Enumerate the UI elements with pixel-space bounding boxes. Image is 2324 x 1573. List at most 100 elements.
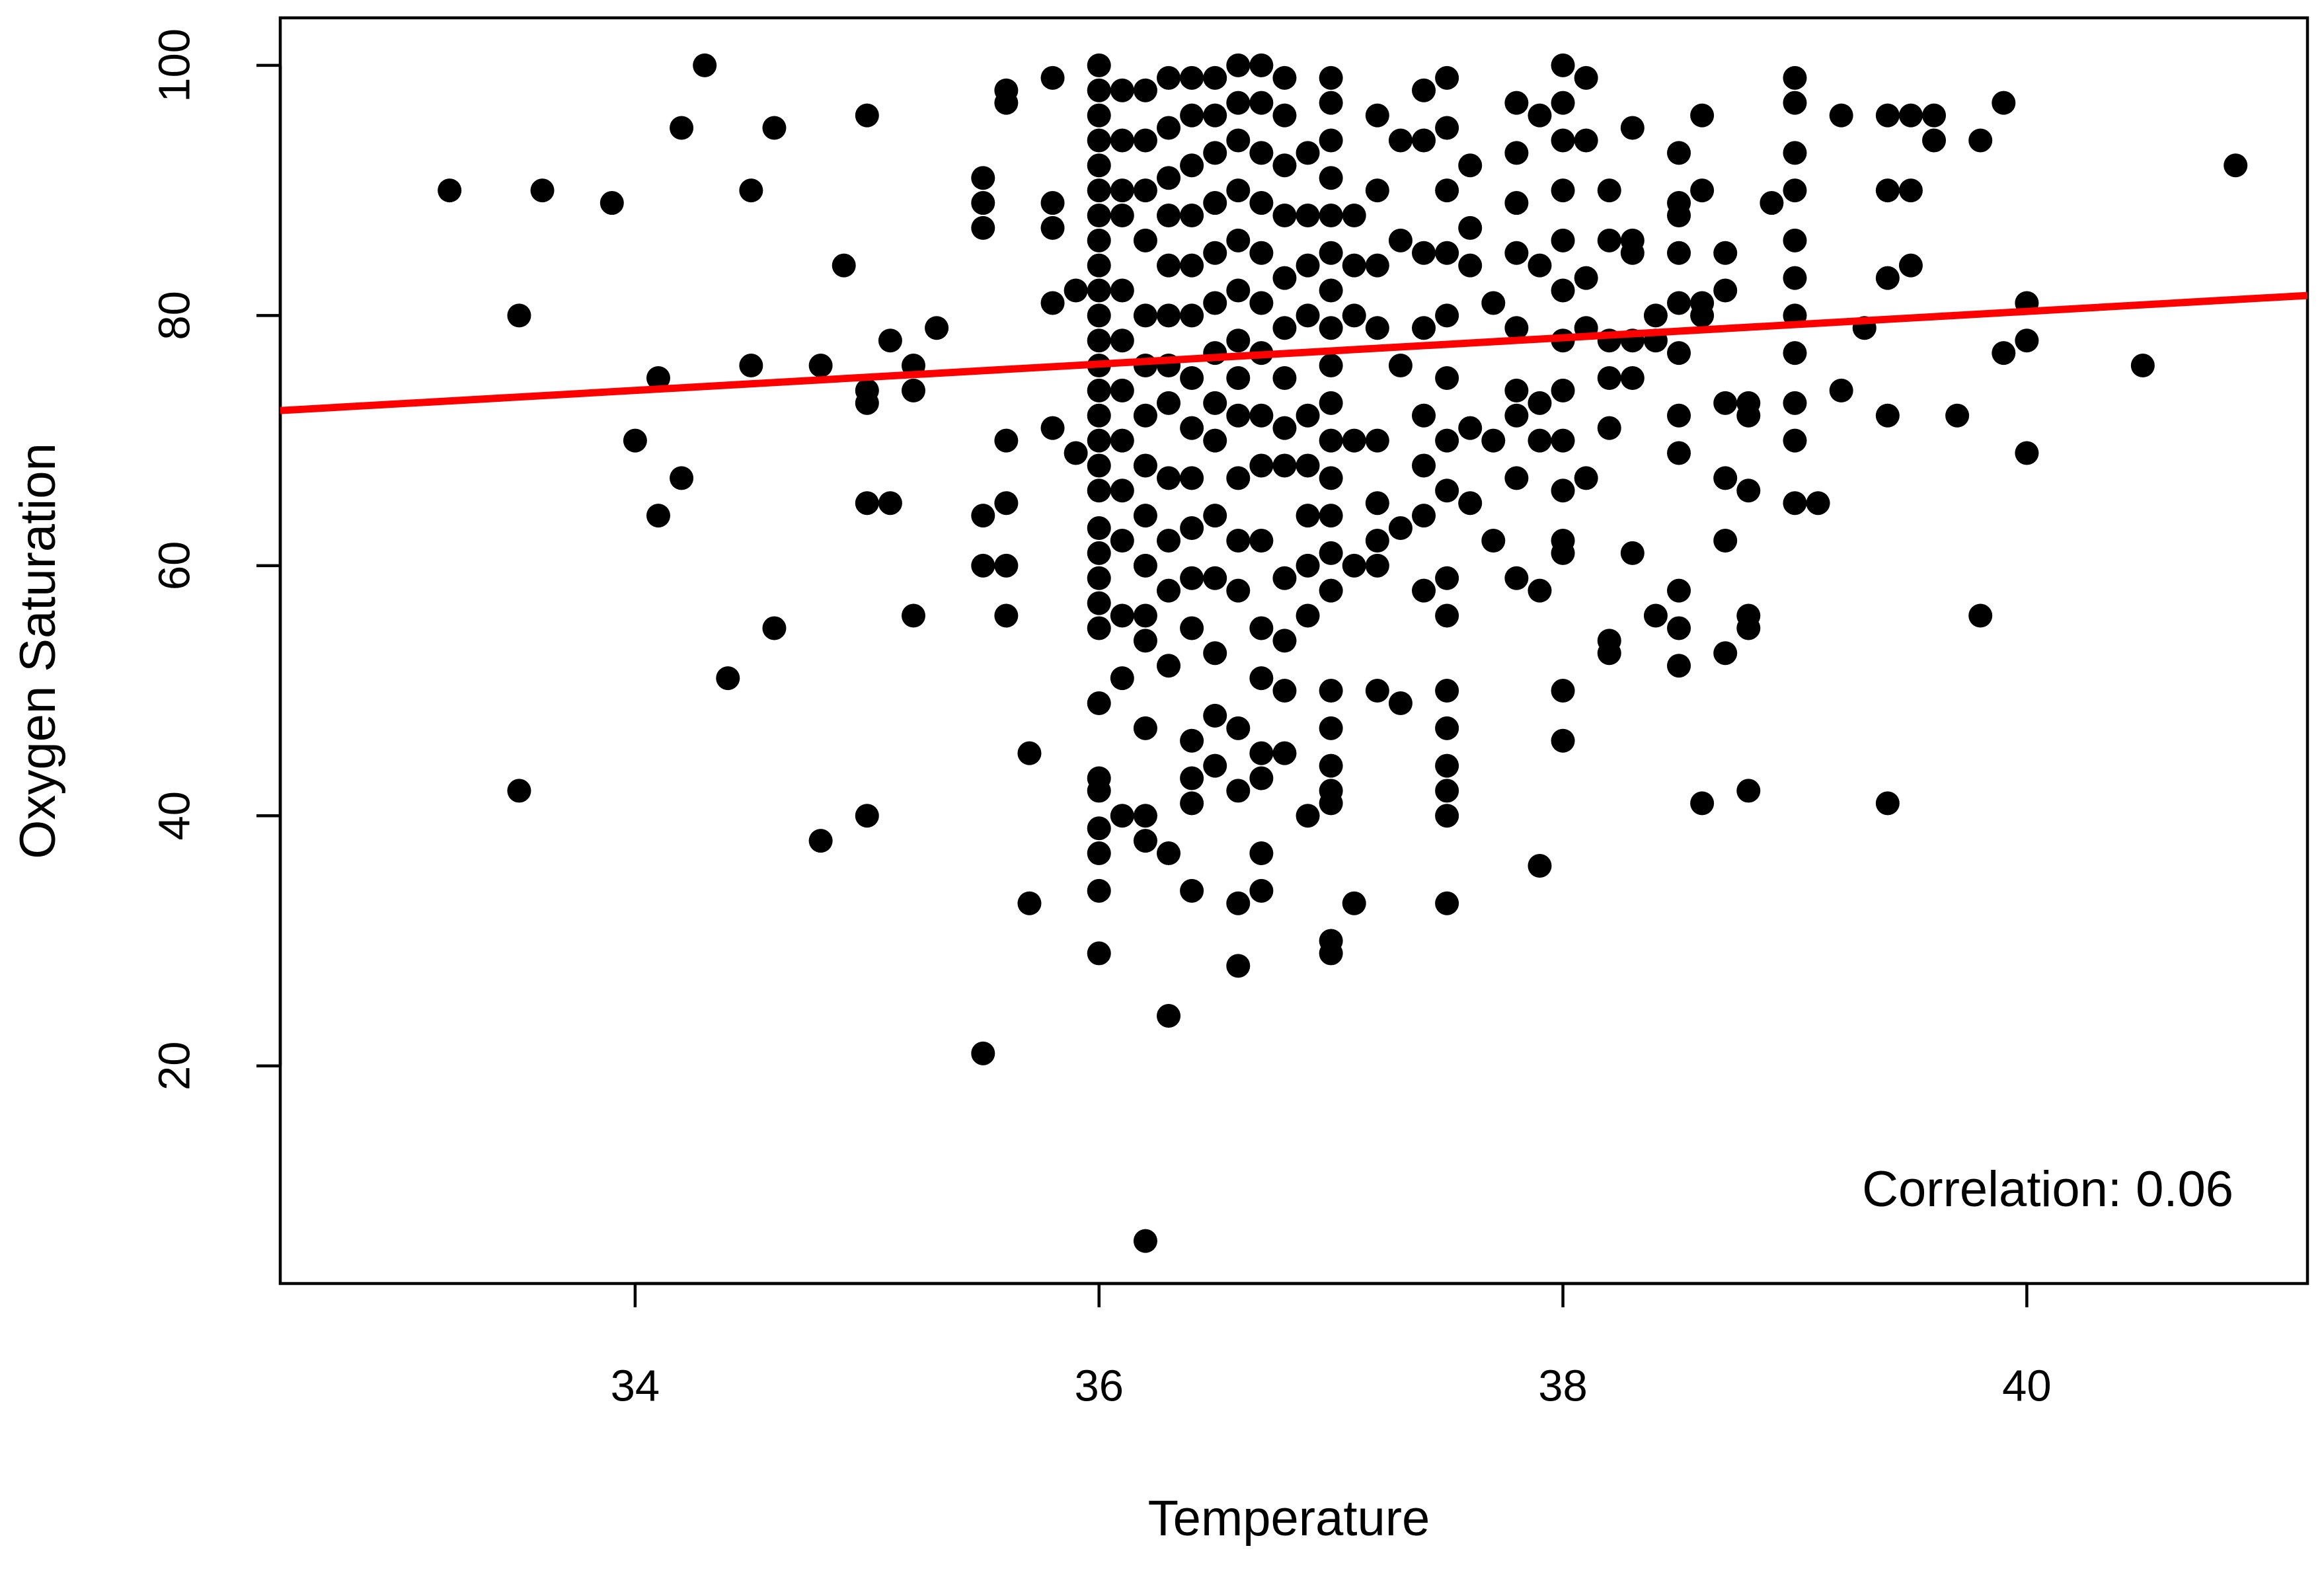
point <box>1481 428 1506 453</box>
point <box>1528 853 1552 878</box>
point <box>1087 591 1111 615</box>
plot-frame <box>278 16 2309 1285</box>
point <box>1504 91 1529 115</box>
point <box>1249 241 1274 265</box>
point <box>1551 541 1575 565</box>
point <box>1180 728 1204 753</box>
point <box>1667 341 1691 365</box>
point <box>1180 616 1204 640</box>
point <box>1551 128 1575 153</box>
point <box>1806 491 1830 516</box>
point <box>1087 878 1111 903</box>
point <box>1319 791 1343 816</box>
point <box>994 91 1019 115</box>
point <box>762 116 787 140</box>
point <box>1458 416 1483 440</box>
point <box>1180 416 1204 440</box>
point <box>1180 65 1204 90</box>
point <box>1249 766 1274 790</box>
point <box>1597 365 1621 390</box>
point <box>1551 228 1575 252</box>
point <box>1180 303 1204 328</box>
point <box>1968 128 1993 153</box>
point <box>1087 228 1111 252</box>
point <box>971 191 995 215</box>
point <box>507 779 531 803</box>
point <box>1087 328 1111 353</box>
point <box>1551 679 1575 703</box>
point <box>1133 829 1157 853</box>
point <box>1087 378 1111 403</box>
point <box>1296 303 1320 328</box>
point <box>1157 166 1181 190</box>
point <box>1365 178 1389 203</box>
point <box>1783 91 1807 115</box>
point <box>855 804 879 828</box>
point <box>438 178 462 203</box>
point <box>1713 278 1738 303</box>
point <box>1226 228 1251 252</box>
point <box>1783 178 1807 203</box>
point <box>1296 203 1320 227</box>
point <box>1342 553 1366 578</box>
point <box>1435 65 1459 90</box>
point <box>1087 53 1111 77</box>
point <box>1319 541 1343 565</box>
point <box>1296 553 1320 578</box>
point <box>1203 504 1227 528</box>
point <box>1504 141 1529 165</box>
point <box>832 253 856 278</box>
point <box>623 428 647 453</box>
point <box>1157 116 1181 140</box>
point <box>1528 428 1552 453</box>
point <box>1040 65 1065 90</box>
point <box>1435 365 1459 390</box>
point <box>1249 141 1274 165</box>
point <box>1249 453 1274 478</box>
point <box>1203 566 1227 590</box>
point <box>1226 178 1251 203</box>
point <box>1087 453 1111 478</box>
point <box>971 166 995 190</box>
point <box>1133 178 1157 203</box>
point <box>1226 779 1251 803</box>
annotation: Correlation: 0.06 <box>1862 1161 2233 1217</box>
point <box>1272 365 1297 390</box>
point <box>1087 566 1111 590</box>
x-tick-label: 38 <box>1538 1362 1588 1411</box>
point <box>1551 278 1575 303</box>
point <box>1110 479 1134 503</box>
point <box>1435 753 1459 778</box>
point <box>1319 466 1343 490</box>
point <box>1783 141 1807 165</box>
point <box>855 103 879 128</box>
point <box>1087 178 1111 203</box>
x-tick-label: 36 <box>1074 1362 1124 1411</box>
point <box>1180 566 1204 590</box>
point <box>1365 491 1389 516</box>
point <box>2224 153 2248 178</box>
point <box>530 178 555 203</box>
point <box>1319 128 1343 153</box>
point <box>1319 504 1343 528</box>
point <box>1319 941 1343 966</box>
point <box>1133 228 1157 252</box>
point <box>1133 1229 1157 1253</box>
point <box>1504 566 1529 590</box>
point <box>1458 215 1483 240</box>
point <box>1829 378 1853 403</box>
point <box>1783 391 1807 415</box>
x-tick-label: 34 <box>611 1362 660 1411</box>
point <box>1226 278 1251 303</box>
point <box>1296 403 1320 428</box>
point <box>1365 253 1389 278</box>
point <box>1087 403 1111 428</box>
point <box>1157 65 1181 90</box>
point <box>1783 491 1807 516</box>
y-axis-label: Oxygen Saturation <box>10 443 66 859</box>
point <box>1110 666 1134 691</box>
point <box>1133 603 1157 628</box>
point <box>1017 891 1042 915</box>
point <box>1945 403 1970 428</box>
point <box>1620 241 1645 265</box>
